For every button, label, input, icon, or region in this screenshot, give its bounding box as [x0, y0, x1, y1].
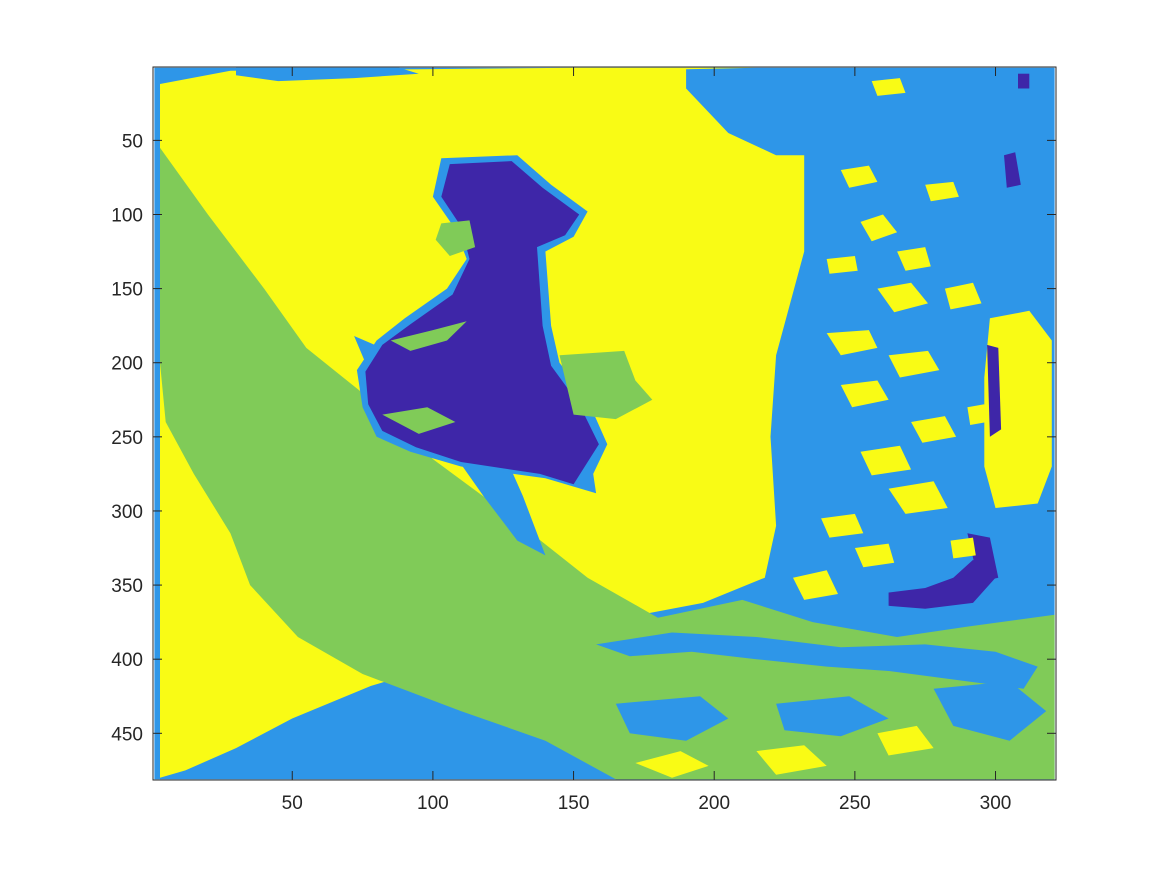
y-tick-label-7: 400	[111, 650, 143, 671]
x-axis-ticks: 50 100 150 200 250 300	[282, 67, 1012, 814]
y-tick-label-0: 50	[122, 131, 143, 152]
y-tick-label-2: 150	[111, 280, 143, 301]
heatmap-region-18	[984, 310, 1052, 508]
heatmap-region-20	[967, 533, 999, 583]
heatmap-region-31	[860, 445, 912, 476]
x-tick-label-5: 300	[980, 793, 1012, 814]
heatmap-region-42	[871, 78, 906, 96]
heatmap-region-8	[635, 751, 709, 778]
heatmap-region-35	[793, 570, 838, 600]
heatmap-region-5	[615, 696, 729, 741]
y-tick-label-3: 200	[111, 354, 143, 375]
heatmap-region-25	[897, 247, 931, 271]
heatmap-region-40	[826, 256, 858, 274]
heatmap-region-3	[160, 147, 1055, 780]
heatmap-region-33	[821, 513, 864, 538]
y-tick-label-5: 300	[111, 502, 143, 523]
heatmap-region-9	[756, 745, 827, 775]
heatmap-region-27	[826, 330, 878, 356]
heatmap-region-17	[559, 350, 653, 420]
heatmap-region-26	[877, 282, 928, 313]
heatmap-region-6	[776, 696, 889, 737]
heatmap-region-24	[860, 214, 898, 242]
x-tick-label-3: 200	[698, 793, 730, 814]
axes-box	[152, 66, 1057, 781]
heatmap-region-23	[1018, 73, 1030, 89]
heatmap-region-14	[390, 321, 467, 351]
x-tick-label-2: 150	[558, 793, 590, 814]
heatmap-region-28	[888, 350, 940, 378]
y-tick-label-4: 250	[111, 428, 143, 449]
heatmap-region-36	[840, 165, 878, 188]
heatmap-region-10	[877, 725, 934, 756]
heatmap-region-21	[987, 344, 1002, 437]
heatmap-region-34	[854, 543, 895, 568]
plot-area	[154, 67, 1055, 780]
y-tick-label-8: 450	[111, 724, 143, 745]
heatmap-region-22	[1004, 152, 1021, 188]
heatmap-region-15	[382, 407, 456, 434]
heatmap-region-29	[840, 380, 889, 408]
heatmap-region-16	[435, 220, 476, 256]
x-tick-label-1: 100	[417, 793, 449, 814]
heatmap-region-2	[236, 67, 419, 82]
heatmap-region-38	[944, 282, 982, 310]
x-tick-label-0: 50	[282, 793, 303, 814]
heatmap-region-32	[888, 481, 948, 514]
y-tick-label-6: 350	[111, 576, 143, 597]
heatmap-region-4	[596, 632, 1038, 689]
heatmap-region-13	[365, 161, 599, 485]
heatmap-region-19	[888, 559, 996, 609]
heatmap-region-30	[911, 416, 957, 443]
heatmap-region-39	[967, 404, 988, 425]
heatmap-region-41	[950, 537, 976, 559]
x-tick-label-4: 250	[839, 793, 871, 814]
heatmap-region-37	[925, 181, 959, 202]
heatmap-region-7	[933, 681, 1047, 741]
y-axis-ticks: 50 100 150 200 250 300 350 400 450	[111, 131, 1056, 745]
y-tick-label-1: 100	[111, 205, 143, 226]
